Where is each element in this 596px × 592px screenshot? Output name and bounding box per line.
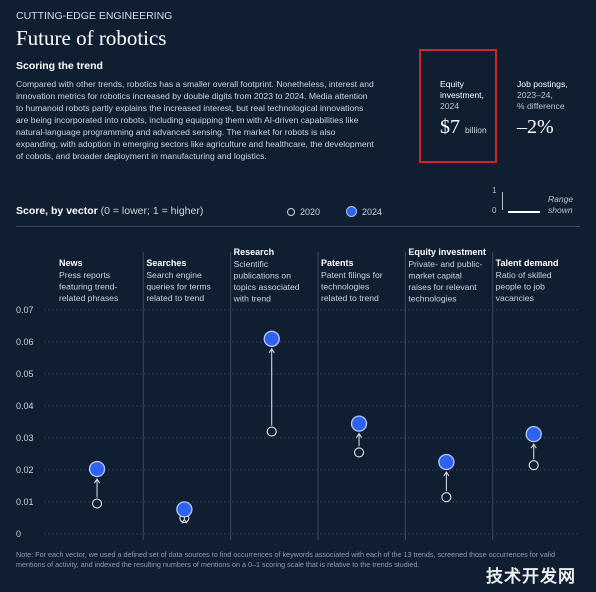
range-key-bottom: 0 — [492, 206, 497, 215]
y-tick-label: 0.06 — [16, 337, 34, 347]
eyebrow-label: CUTTING-EDGE ENGINEERING — [16, 10, 173, 22]
y-tick-label: 0.01 — [16, 497, 34, 507]
point-2020 — [528, 460, 539, 471]
legend-2024-marker — [346, 206, 358, 217]
watermark: 技术开发网 — [486, 567, 576, 586]
category-name: Searches — [146, 258, 186, 268]
category-description: Scientific — [234, 259, 269, 269]
y-tick-label: 0.05 — [16, 369, 34, 379]
chart-title: Score, by vector (0 = lower; 1 = higher) — [16, 205, 203, 217]
highlight-box — [419, 49, 497, 163]
jobs-kpi-value: –2% — [517, 116, 554, 138]
category-description: technologies — [321, 282, 369, 292]
category-description: related to trend — [321, 293, 379, 303]
point-2024 — [176, 501, 193, 518]
equity-value: $7 — [440, 116, 460, 138]
category-description: with trend — [233, 294, 271, 304]
point-2020 — [353, 447, 365, 458]
footnote: Note: For each vector, we used a defined… — [16, 550, 555, 569]
chart-divider — [16, 226, 580, 227]
legend-2020-marker — [287, 207, 295, 216]
range-key-scale — [502, 192, 503, 210]
equity-label-line2: investment, — [440, 90, 484, 100]
range-key-label-line2: shown — [548, 205, 573, 215]
category-description: people to job — [496, 282, 545, 292]
range-key: 1 0 Range shown — [488, 186, 588, 220]
category-name: Patents — [321, 258, 354, 268]
category-description: topics associated — [234, 282, 300, 292]
point-2024 — [350, 415, 368, 432]
category-description: raises for relevant — [408, 282, 477, 292]
category-description: Patent filings for — [321, 270, 383, 280]
y-tick-label: 0.02 — [16, 465, 34, 475]
range-key-marker — [508, 211, 540, 213]
legend-2024-label: 2024 — [362, 206, 383, 217]
legend-2020-label: 2020 — [300, 206, 321, 217]
point-2020 — [441, 492, 452, 503]
category-description: related phrases — [59, 293, 118, 303]
chart-title-scale: (0 = lower; 1 = higher) — [97, 205, 204, 217]
point-2020 — [91, 498, 103, 509]
y-tick-label: 0.04 — [16, 401, 34, 411]
score-chart: 0 0.01 0.02 0.03 0.04 0.05 0.06 0.07 News Press r… — [16, 247, 580, 540]
point-2024 — [438, 453, 455, 471]
category-description: market capital — [408, 271, 462, 281]
equity-label-line3: 2024 — [440, 101, 460, 111]
arrow-head — [94, 478, 101, 484]
range-key-label-line1: Range — [548, 194, 574, 204]
range-key-label: Range shown — [548, 194, 573, 216]
jobs-label-line3: % difference — [517, 101, 565, 111]
equity-kpi-label: Equity investment, 2024 — [440, 79, 484, 112]
category-description: Search engine — [146, 270, 202, 280]
point-2020 — [266, 426, 277, 437]
chart-title-bold: Score, by vector — [16, 205, 98, 217]
page-title: Future of robotics — [16, 26, 167, 50]
category-name: News — [59, 258, 83, 268]
category-description: Press reports — [59, 270, 110, 280]
category-name: Talent demand — [496, 258, 559, 268]
category-description: Private- and public- — [408, 259, 482, 269]
section-subhead: Scoring the trend — [16, 60, 103, 72]
category-description: Ratio of skilled — [496, 270, 552, 280]
arrow-head — [530, 443, 537, 449]
equity-label-line1: Equity — [440, 79, 464, 89]
category-description: vacancies — [496, 293, 534, 303]
point-2024 — [88, 460, 106, 478]
range-key-top: 1 — [492, 186, 497, 195]
arrow-head — [356, 432, 363, 438]
body-paragraph: Compared with other trends, robotics has… — [16, 79, 374, 161]
jobs-label-line2: 2023–24, — [517, 90, 553, 100]
y-tick-label: 0.07 — [16, 305, 34, 315]
equity-unit: billion — [465, 125, 487, 135]
category-name: Research — [234, 247, 275, 257]
category-description: queries for terms — [146, 282, 210, 292]
arrow-head — [268, 347, 275, 354]
arrow-head — [443, 471, 450, 477]
point-2024 — [263, 330, 280, 347]
y-tick-label: 0 — [16, 529, 21, 539]
chart-legend: 2020 2024 — [287, 206, 382, 217]
equity-kpi-value: $7 billion — [440, 116, 487, 139]
jobs-label-line1: Job postings, — [517, 79, 568, 89]
jobs-kpi-label: Job postings, 2023–24, % difference — [517, 79, 568, 112]
point-2024 — [525, 426, 542, 443]
category-description: featuring trend- — [59, 282, 117, 292]
y-tick-label: 0.03 — [16, 433, 34, 443]
category-description: technologies — [408, 294, 456, 304]
category-description: related to trend — [146, 293, 204, 303]
category-description: publications on — [234, 271, 292, 281]
category-name: Equity investment — [408, 247, 486, 257]
